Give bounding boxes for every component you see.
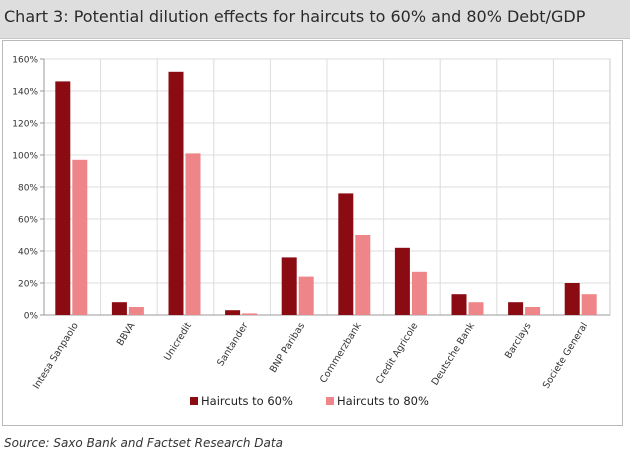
y-tick-label: 160%: [12, 56, 38, 66]
y-tick-label: 0%: [24, 312, 39, 322]
bar: [411, 271, 427, 315]
y-tick-label: 120%: [12, 120, 38, 130]
bar: [564, 283, 580, 315]
bar: [355, 235, 371, 315]
x-tick-label: Societe General: [541, 321, 590, 391]
y-tick-label: 40%: [18, 248, 38, 258]
bar: [525, 307, 541, 315]
bar: [225, 310, 241, 315]
title-bar: Chart 3: Potential dilution effects for …: [0, 0, 630, 39]
legend-label: Haircuts to 80%: [337, 394, 429, 408]
x-tick-label: Santander: [215, 321, 250, 369]
bar: [451, 294, 467, 315]
legend-swatch: [326, 397, 334, 405]
x-tick-label: BBVA: [115, 320, 138, 348]
x-tick-label: Deutsche Bank: [430, 320, 478, 387]
bar: [168, 71, 184, 315]
bar: [242, 313, 258, 315]
y-tick-label: 20%: [18, 280, 38, 290]
x-tick-label: Barclays: [503, 321, 534, 361]
x-tick-label: Credit Agricole: [374, 321, 421, 386]
chart-title: Chart 3: Potential dilution effects for …: [4, 7, 586, 26]
y-tick-label: 140%: [12, 88, 38, 98]
x-tick-label: Intesa Sanpaolo: [31, 321, 81, 392]
y-tick-label: 80%: [18, 184, 38, 194]
bar: [338, 193, 354, 315]
legend-label: Haircuts to 60%: [201, 394, 293, 408]
source-note: Source: Saxo Bank and Factset Research D…: [4, 436, 283, 450]
bar: [581, 294, 597, 315]
chart: 0% 20% 40% 60% 80% 100% 120% 140% 160% Intesa San…: [12, 56, 611, 408]
x-tick-label: BNP Paribas: [268, 321, 307, 375]
bar: [185, 153, 201, 315]
y-tick-label: 60%: [18, 216, 38, 226]
bar: [281, 257, 297, 315]
bar: [298, 276, 314, 315]
x-tick-label: Commerzbank: [318, 320, 364, 385]
legend-swatch: [190, 397, 198, 405]
bar: [394, 247, 410, 315]
x-tick-label: Unicredit: [162, 321, 194, 363]
bar: [72, 159, 88, 315]
bar: [111, 302, 127, 315]
y-tick-label: 100%: [12, 152, 38, 162]
bar: [128, 307, 144, 315]
bar: [468, 302, 484, 315]
bar: [508, 302, 524, 315]
bar: [55, 81, 71, 316]
